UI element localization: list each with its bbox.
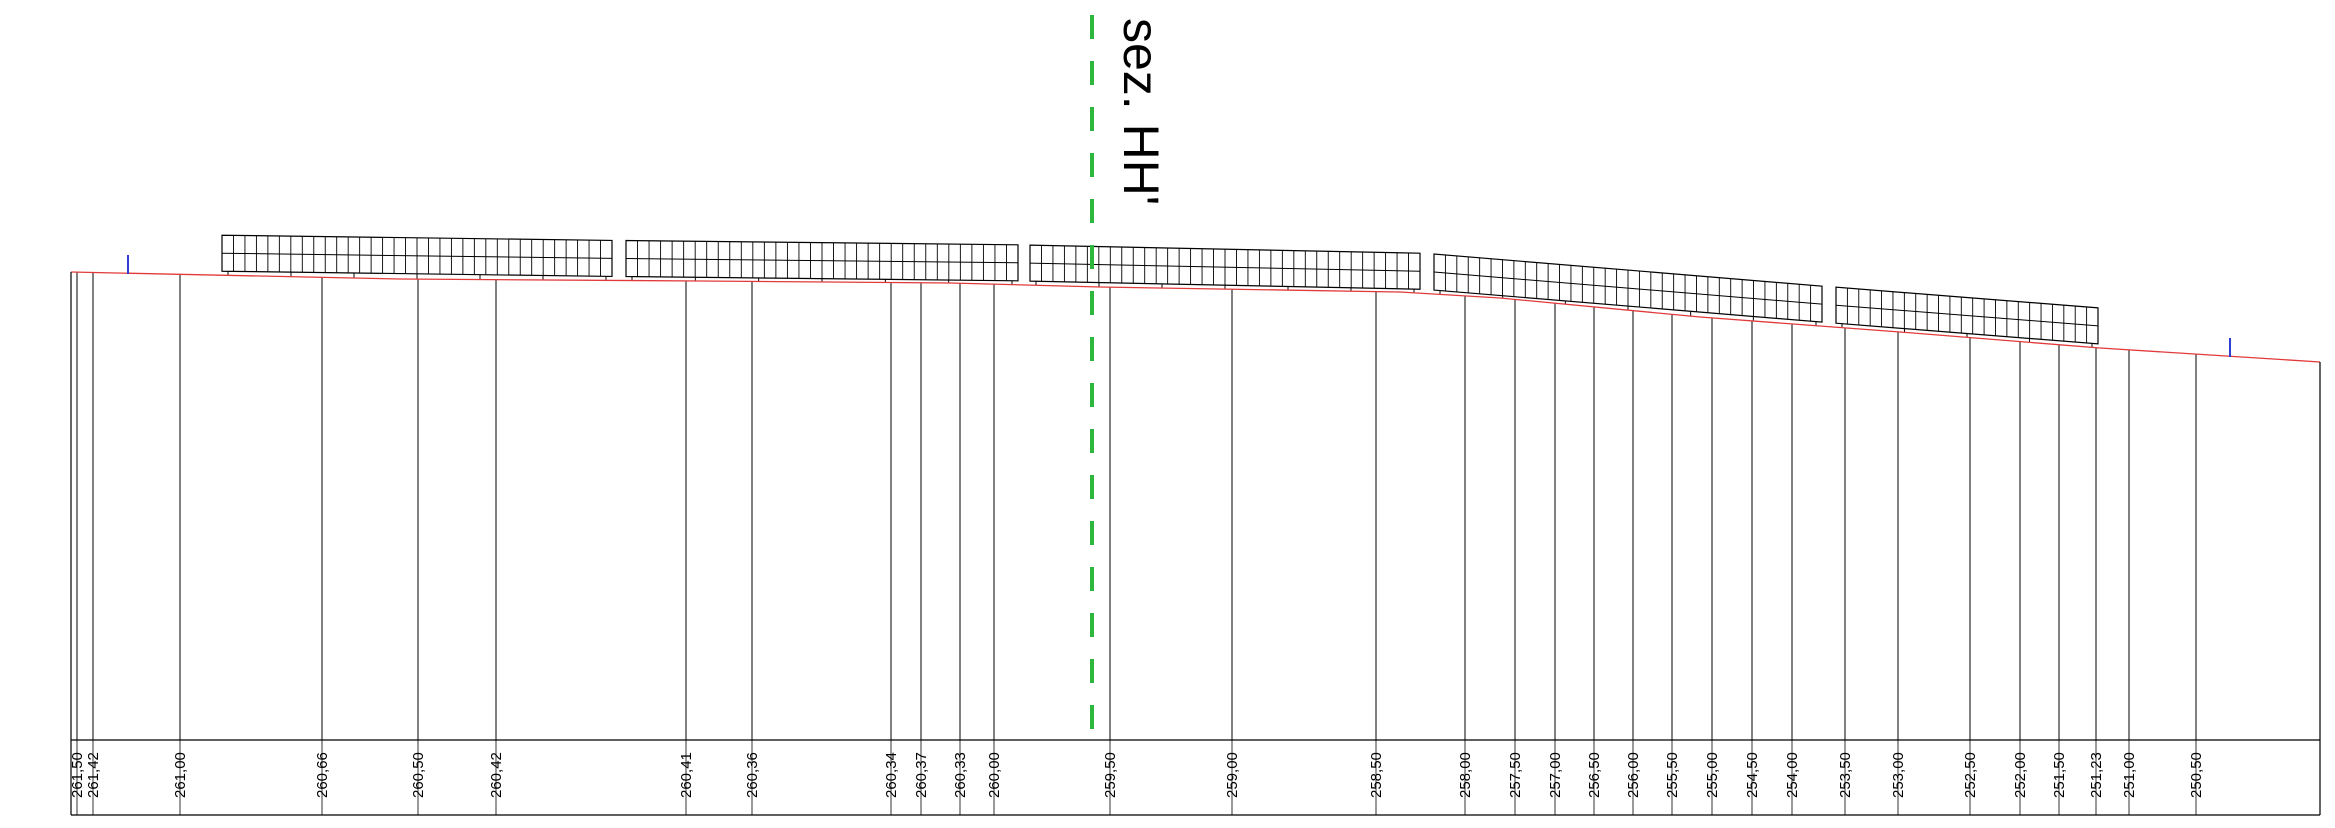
- station-elevation-label: 259,50: [1102, 752, 1119, 798]
- station-elevation-label: 258,00: [1457, 752, 1474, 798]
- station-elevation-label: 260,33: [952, 752, 969, 798]
- station-elevation-label: 260,50: [410, 752, 427, 798]
- station-elevation-label: 256,00: [1625, 752, 1642, 798]
- station-elevation-label: 251,50: [2051, 752, 2068, 798]
- solar-panel-row: [1835, 286, 2099, 348]
- station-elevation-label: 260,66: [314, 752, 331, 798]
- station-elevation-label: 250,50: [2188, 752, 2205, 798]
- station-elevation-label: 253,00: [1890, 752, 1907, 798]
- station-elevation-label: 260,00: [986, 752, 1003, 798]
- station-elevation-label: 252,50: [1962, 752, 1979, 798]
- station-elevation-label: 253,50: [1837, 752, 1854, 798]
- station-elevation-label: 257,50: [1507, 752, 1524, 798]
- station-elevation-label: 261,50: [69, 752, 86, 798]
- station-elevation-label: 256,50: [1586, 752, 1603, 798]
- station-elevation-label: 260,36: [744, 752, 761, 798]
- station-elevation-label: 251,00: [2121, 752, 2138, 798]
- elevation-stations: 261,50 261,42 261,00 260,66 260,50 260,42 260,…: [69, 272, 2205, 815]
- station-elevation-label: 257,00: [1547, 752, 1564, 798]
- terrain-profile-line: [70, 271, 2321, 363]
- station-elevation-label: 255,50: [1664, 752, 1681, 798]
- station-elevation-label: 258,50: [1368, 752, 1385, 798]
- station-elevation-label: 252,00: [2012, 752, 2029, 798]
- solar-panel-row: [625, 239, 1019, 285]
- solar-panel-row: [221, 234, 613, 281]
- station-elevation-label: 261,00: [172, 752, 189, 798]
- station-elevation-label: 260,41: [678, 752, 695, 798]
- solar-panel-rows: [221, 234, 2099, 348]
- station-elevation-label: 260,37: [913, 752, 930, 798]
- station-elevation-label: 259,00: [1224, 752, 1241, 798]
- station-elevation-label: 255,00: [1704, 752, 1721, 798]
- station-elevation-label: 260,34: [883, 752, 900, 798]
- station-elevation-label: 254,00: [1784, 752, 1801, 798]
- solar-panel-row: [1029, 244, 1421, 293]
- station-elevation-label: 261,42: [85, 752, 102, 798]
- panel-mid-rail: [1835, 304, 2099, 327]
- station-elevation-label: 254,50: [1744, 752, 1761, 798]
- station-elevation-label: 251,23: [2088, 752, 2105, 798]
- solar-panel-row: [1433, 253, 1823, 326]
- section-label: sez. HH': [1113, 18, 1169, 205]
- station-elevation-label: 260,42: [488, 752, 505, 798]
